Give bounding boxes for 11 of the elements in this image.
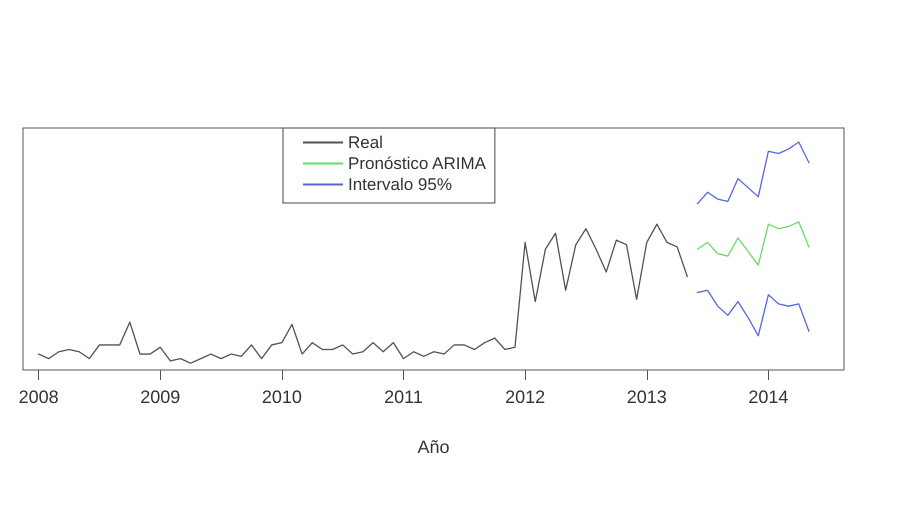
- x-tick-label: 2010: [262, 387, 302, 407]
- x-tick-label: 2011: [384, 387, 423, 407]
- x-tick-label: 2013: [626, 387, 667, 407]
- legend-label: Pronóstico ARIMA: [348, 154, 487, 173]
- x-tick-label: 2012: [505, 387, 546, 407]
- x-tick-label: 2009: [140, 387, 180, 407]
- legend-label: Intervalo 95%: [348, 175, 452, 194]
- x-tick-label: 2014: [748, 387, 788, 407]
- legend-label: Real: [348, 133, 383, 152]
- x-tick-label: 2008: [18, 387, 59, 407]
- x-axis-title: Año: [417, 437, 450, 457]
